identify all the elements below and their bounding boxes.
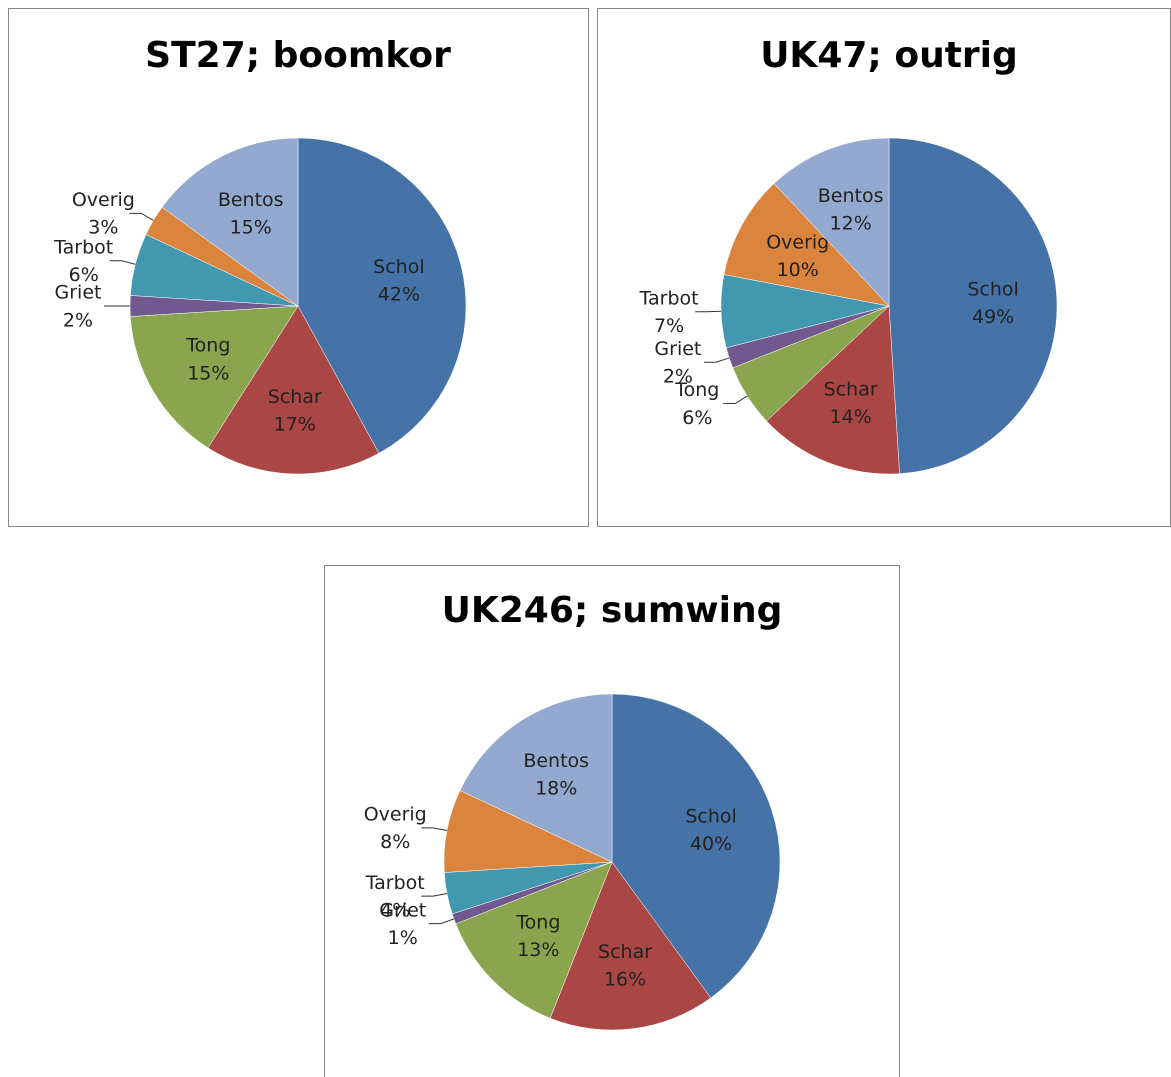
data-label: Schol 42%: [373, 255, 424, 305]
label-category: Bentos: [523, 749, 589, 771]
label-value: 14%: [830, 406, 872, 428]
label-category: Tarbot: [639, 287, 699, 309]
label-value: 2%: [663, 365, 693, 387]
label-value: 15%: [187, 362, 229, 384]
label-value: 16%: [604, 968, 646, 990]
label-category: Tarbot: [53, 236, 113, 258]
label-value: 40%: [690, 833, 732, 855]
label-value: 12%: [830, 212, 872, 234]
label-value: 4%: [380, 899, 410, 921]
label-value: 7%: [654, 314, 684, 336]
label-category: Griet: [654, 337, 701, 359]
label-category: Schar: [598, 941, 652, 963]
pie-slice: [455, 861, 613, 1019]
pie-slice: [888, 137, 1058, 474]
label-value: 13%: [517, 938, 559, 960]
data-label: Schar 17%: [268, 385, 322, 435]
data-label: Tong 13%: [515, 911, 560, 961]
label-category: Overig: [364, 803, 427, 825]
pie-slice: [297, 137, 467, 454]
label-category: Schar: [268, 385, 322, 407]
label-category: Bentos: [818, 184, 884, 206]
pie-slice: [766, 305, 900, 475]
pie-slice: [207, 305, 380, 475]
label-value: 17%: [274, 413, 316, 435]
label-value: 15%: [230, 216, 272, 238]
label-category: Overig: [72, 189, 135, 211]
data-label: Tong 6%: [674, 379, 719, 429]
label-category: Griet: [55, 281, 102, 303]
label-value: 6%: [69, 263, 99, 285]
label-value: 18%: [535, 777, 577, 799]
data-label: Schar 16%: [598, 941, 652, 991]
label-value: 2%: [63, 309, 93, 331]
label-value: 42%: [378, 283, 420, 305]
label-category: Tong: [515, 911, 560, 933]
pie-slice: [773, 137, 890, 307]
leader-line: [421, 827, 448, 832]
data-label: Griet 1%: [379, 899, 426, 949]
data-label: Bentos 15%: [218, 188, 284, 238]
leader-line: [703, 357, 730, 363]
label-value: 3%: [88, 216, 118, 238]
pie-slice: [161, 137, 299, 307]
pie-slice: [723, 183, 890, 307]
label-value: 49%: [972, 305, 1014, 327]
pie-slice: [549, 861, 712, 1031]
pie-slice: [130, 305, 299, 449]
chart-title: UK47; outrig: [760, 35, 1018, 76]
leader-line: [723, 395, 748, 405]
data-label: Bentos 12%: [818, 184, 884, 234]
leader-line: [428, 918, 455, 925]
data-label: Schar 14%: [824, 378, 878, 428]
chart-title: ST27; boomkor: [145, 35, 451, 76]
label-category: Bentos: [218, 188, 284, 210]
label-category: Schol: [685, 805, 736, 827]
data-label: Tarbot 6%: [53, 236, 113, 286]
label-value: 8%: [380, 831, 410, 853]
data-label: Tong 15%: [185, 334, 230, 384]
label-category: Tarbot: [365, 871, 425, 893]
data-label: Griet 2%: [654, 337, 701, 387]
label-category: Schol: [373, 255, 424, 277]
leader-line: [129, 212, 154, 221]
label-value: 6%: [682, 406, 712, 428]
data-label: Overig 10%: [766, 231, 829, 281]
data-label: Bentos 18%: [523, 749, 589, 799]
data-label: Tarbot 7%: [639, 287, 699, 337]
data-label: Tarbot 4%: [365, 871, 425, 921]
pie-slice: [459, 693, 613, 863]
data-label: Schol 49%: [967, 278, 1018, 328]
data-label: Overig 3%: [72, 189, 135, 239]
label-category: Schar: [824, 378, 878, 400]
data-label: Schol 40%: [685, 805, 736, 855]
chart-title: UK246; sumwing: [442, 590, 783, 631]
label-category: Overig: [766, 231, 829, 253]
data-label: Griet 2%: [55, 281, 102, 331]
data-label: Overig 8%: [364, 803, 427, 853]
label-value: 1%: [388, 926, 418, 948]
leader-line: [109, 260, 136, 265]
label-value: 10%: [777, 259, 819, 281]
leader-line: [421, 892, 448, 897]
pie-slice: [611, 693, 781, 999]
label-category: Tong: [185, 334, 230, 356]
label-category: Tong: [674, 379, 719, 401]
label-category: Griet: [379, 899, 426, 921]
label-category: Schol: [967, 278, 1018, 300]
